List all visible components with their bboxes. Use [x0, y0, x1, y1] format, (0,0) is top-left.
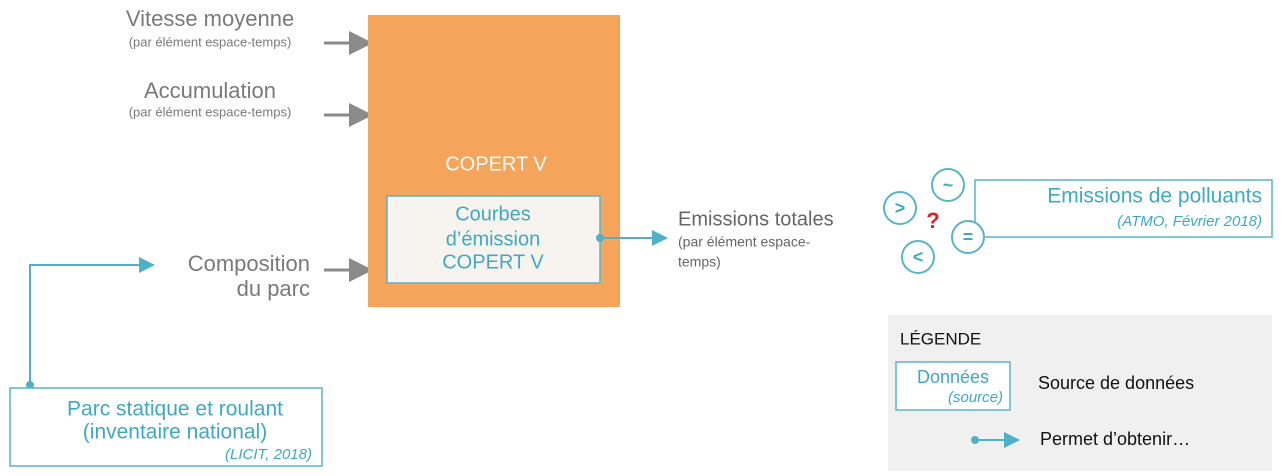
icon-text: >: [895, 198, 906, 218]
output-label: Emissions totales: [678, 208, 834, 230]
icon-text: <: [913, 247, 924, 267]
icon: [901, 240, 935, 274]
source-box: [9, 387, 323, 467]
icon: [931, 168, 965, 202]
legend-box-sub: (source): [948, 389, 1003, 406]
inner-box: [386, 195, 601, 284]
legend-text: Permet d’obtenir…: [1040, 429, 1190, 449]
icon: [951, 220, 985, 254]
inner-text: d’émission: [446, 228, 540, 250]
inner-text: COPERT V: [442, 251, 544, 273]
output-sublabel: (par élément espace-: [678, 234, 811, 250]
icon-question: ?: [926, 208, 939, 233]
input-label: Vitesse moyenne: [126, 6, 294, 31]
inner-text: Courbes: [455, 203, 531, 225]
input-sublabel: (par élément espace-temps): [129, 104, 292, 119]
output-sublabel: temps): [678, 254, 721, 270]
icon-text: ~: [943, 175, 954, 195]
validation-citation: (ATMO, Février 2018): [1117, 213, 1262, 230]
inputs: Vitesse moyenne (par élément espace-temp…: [126, 6, 373, 301]
source-text: Parc statique et roulant: [67, 398, 283, 421]
input-label: Composition: [188, 251, 310, 276]
validation-label: Emissions de polluants: [1047, 185, 1262, 208]
model-title: COPERT V: [445, 153, 547, 175]
legend-box: [895, 361, 1011, 411]
icons: > ~ = < ?: [883, 168, 985, 274]
legend-title: LÉGENDE: [900, 329, 981, 348]
input-label: du parc: [237, 276, 310, 301]
legend-text: Source de données: [1038, 373, 1194, 393]
source-citation: (LICIT, 2018): [225, 446, 312, 463]
legend-box-label: Données: [917, 367, 989, 387]
input-label: Accumulation: [144, 78, 276, 103]
arrow: [29, 257, 155, 385]
input-sublabel: (par élément espace-temps): [129, 34, 292, 49]
source-text: (inventaire national): [83, 421, 267, 444]
icon: [883, 191, 917, 225]
validation-box: [974, 179, 1273, 238]
icon-text: =: [963, 227, 974, 247]
